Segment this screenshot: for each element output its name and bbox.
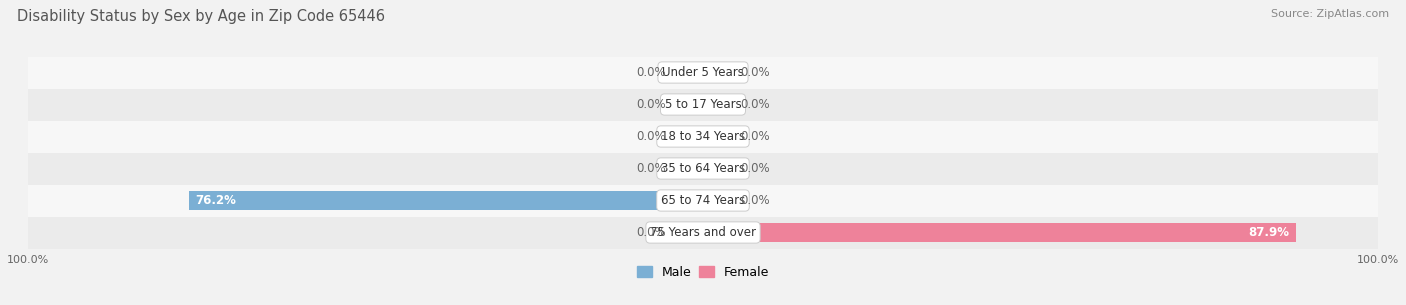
Text: 0.0%: 0.0% bbox=[740, 98, 769, 111]
Bar bbox=[669, 95, 703, 114]
Text: 0.0%: 0.0% bbox=[637, 130, 666, 143]
Text: 87.9%: 87.9% bbox=[1249, 226, 1289, 239]
Text: 5 to 17 Years: 5 to 17 Years bbox=[665, 98, 741, 111]
Bar bbox=[703, 159, 737, 178]
Bar bbox=[669, 223, 703, 242]
Bar bbox=[669, 63, 703, 82]
Bar bbox=[28, 120, 1378, 152]
Text: 18 to 34 Years: 18 to 34 Years bbox=[661, 130, 745, 143]
Bar bbox=[28, 56, 1378, 88]
Text: 76.2%: 76.2% bbox=[195, 194, 236, 207]
Bar bbox=[703, 63, 737, 82]
Text: 35 to 64 Years: 35 to 64 Years bbox=[661, 162, 745, 175]
Bar bbox=[703, 95, 737, 114]
Bar bbox=[669, 127, 703, 146]
Bar bbox=[669, 159, 703, 178]
Bar bbox=[703, 191, 737, 210]
Text: 0.0%: 0.0% bbox=[637, 226, 666, 239]
Bar bbox=[28, 185, 1378, 217]
Text: 0.0%: 0.0% bbox=[637, 162, 666, 175]
Text: Under 5 Years: Under 5 Years bbox=[662, 66, 744, 79]
Text: 75 Years and over: 75 Years and over bbox=[650, 226, 756, 239]
Legend: Male, Female: Male, Female bbox=[637, 266, 769, 279]
Bar bbox=[28, 217, 1378, 249]
Text: 0.0%: 0.0% bbox=[740, 194, 769, 207]
Bar bbox=[703, 127, 737, 146]
Text: 0.0%: 0.0% bbox=[740, 66, 769, 79]
Bar bbox=[703, 223, 1296, 242]
Text: 0.0%: 0.0% bbox=[637, 66, 666, 79]
Bar bbox=[28, 152, 1378, 185]
Text: 0.0%: 0.0% bbox=[637, 98, 666, 111]
Bar bbox=[188, 191, 703, 210]
Text: 0.0%: 0.0% bbox=[740, 162, 769, 175]
Text: Disability Status by Sex by Age in Zip Code 65446: Disability Status by Sex by Age in Zip C… bbox=[17, 9, 385, 24]
Bar bbox=[28, 88, 1378, 120]
Text: 0.0%: 0.0% bbox=[740, 130, 769, 143]
Text: 65 to 74 Years: 65 to 74 Years bbox=[661, 194, 745, 207]
Text: Source: ZipAtlas.com: Source: ZipAtlas.com bbox=[1271, 9, 1389, 19]
